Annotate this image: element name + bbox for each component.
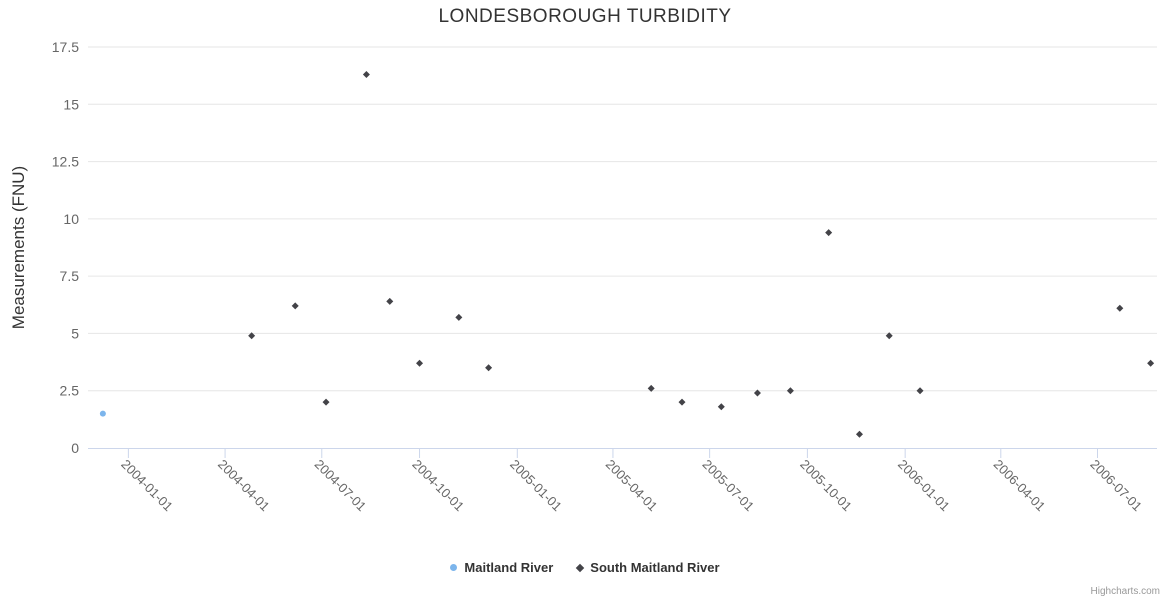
data-point-south-maitland-river[interactable]	[248, 332, 256, 340]
credits-link[interactable]: Highcharts.com	[1090, 586, 1160, 597]
data-point-south-maitland-river[interactable]	[1116, 304, 1124, 312]
data-point-south-maitland-river[interactable]	[916, 387, 924, 395]
data-point-south-maitland-river[interactable]	[322, 398, 330, 406]
data-point-south-maitland-river[interactable]	[485, 364, 493, 372]
x-axis-label: 2006-04-01	[991, 457, 1049, 515]
legend-label: Maitland River	[464, 560, 554, 575]
circle-marker-icon	[450, 564, 458, 571]
data-point-south-maitland-river[interactable]	[291, 302, 299, 310]
data-point-south-maitland-river[interactable]	[1147, 359, 1155, 367]
x-axis-label: 2004-04-01	[215, 457, 273, 515]
data-point-south-maitland-river[interactable]	[416, 359, 424, 367]
data-point-south-maitland-river[interactable]	[885, 332, 893, 340]
x-axis-label: 2005-10-01	[797, 457, 855, 515]
y-axis-title: Measurements (FNU)	[9, 166, 28, 329]
chart-title: LONDESBOROUGH TURBIDITY	[438, 6, 732, 27]
data-point-south-maitland-river[interactable]	[678, 398, 686, 406]
y-axis-label: 10	[63, 211, 79, 227]
x-axis-label: 2006-07-01	[1087, 457, 1145, 515]
data-point-south-maitland-river[interactable]	[455, 313, 463, 321]
x-axis-label: 2004-07-01	[312, 457, 370, 515]
data-point-south-maitland-river[interactable]	[647, 384, 655, 392]
y-axis-label: 15	[63, 96, 79, 112]
data-point-south-maitland-river[interactable]	[717, 403, 725, 411]
legend-item-maitland-river[interactable]: Maitland River	[450, 560, 553, 575]
y-axis-label: 17.5	[52, 39, 79, 55]
data-point-south-maitland-river[interactable]	[362, 70, 370, 78]
legend: Maitland River South Maitland River	[0, 560, 1170, 575]
y-axis-label: 7.5	[60, 268, 80, 284]
y-axis-label: 12.5	[52, 154, 79, 170]
data-point-south-maitland-river[interactable]	[855, 430, 863, 438]
data-point-south-maitland-river[interactable]	[753, 389, 761, 397]
x-axis-label: 2005-04-01	[603, 457, 661, 515]
x-axis-label: 2006-01-01	[895, 457, 953, 515]
legend-item-south-maitland-river[interactable]: South Maitland River	[576, 560, 720, 575]
data-point-maitland-river[interactable]	[99, 410, 106, 417]
y-axis-label: 5	[71, 325, 79, 341]
x-axis-label: 2004-01-01	[118, 457, 176, 515]
x-axis-label: 2005-01-01	[507, 457, 565, 515]
y-axis-label: 0	[71, 440, 79, 456]
legend-label: South Maitland River	[590, 560, 720, 575]
y-axis-label: 2.5	[60, 383, 80, 399]
data-point-south-maitland-river[interactable]	[386, 297, 394, 305]
data-point-south-maitland-river[interactable]	[786, 387, 794, 395]
data-point-south-maitland-river[interactable]	[825, 229, 833, 237]
x-axis-label: 2004-10-01	[409, 457, 467, 515]
x-axis-label: 2005-07-01	[700, 457, 758, 515]
diamond-marker-icon	[576, 563, 585, 572]
